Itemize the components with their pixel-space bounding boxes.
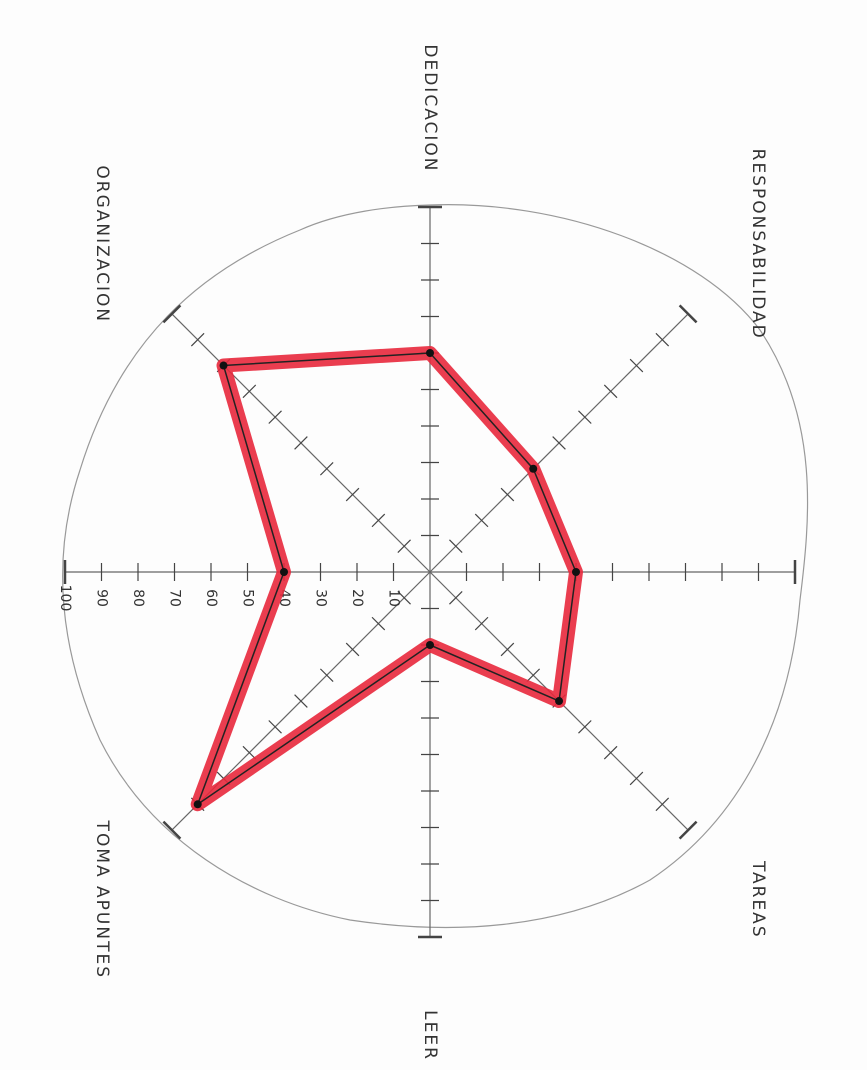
category-label: RESPONSABILIDAD [748,149,768,340]
tick-mark [552,436,566,450]
tick-mark [603,384,618,399]
tick-mark [345,487,360,502]
tick-mark [500,642,515,657]
tick-label: 30 [313,589,329,607]
tick-mark [371,616,386,631]
data-point [426,349,434,357]
category-label: LEER [420,1010,440,1061]
tick-mark [655,797,670,812]
data-point [426,641,434,649]
tick-mark [474,616,489,631]
category-label: DEDICACION [420,44,440,172]
tick-mark [578,720,592,734]
tick-mark [678,304,698,324]
tick-mark [371,513,386,528]
tick-mark [397,591,411,605]
tick-mark [500,487,515,502]
outer-border [61,204,809,929]
series-area [190,346,583,812]
tick-mark [578,410,592,424]
data-point [572,568,580,576]
tick-mark [345,642,360,657]
tick-mark [162,820,182,840]
tick-mark [268,410,282,424]
tick-mark [629,358,644,373]
data-point [219,361,228,370]
tick-mark [268,720,282,734]
tick-mark [294,694,308,708]
tick-label: 60 [203,589,219,607]
data-point [193,800,202,809]
tick-mark [678,820,698,840]
tick-label: 100 [57,585,73,612]
data-point [555,697,564,706]
tick-label: 10 [386,589,402,607]
tick-label: 20 [349,589,365,607]
tick-label: 70 [167,589,183,607]
data-point [529,464,538,473]
tick-label: 90 [94,589,110,607]
tick-mark [655,332,670,347]
data-point [280,568,288,576]
category-label: ORGANIZACION [92,165,112,323]
tick-mark [629,771,644,786]
tick-label: 80 [130,589,146,607]
tick-mark [449,539,463,553]
tick-mark [319,668,334,683]
tick-mark [190,332,205,347]
tick-mark [474,513,489,528]
series-line [196,352,577,806]
tick-mark [242,384,257,399]
tick-mark [603,745,618,760]
tick-mark [294,436,308,450]
category-label: TAREAS [748,860,768,939]
tick-mark [397,539,411,553]
category-label: TOMA APUNTES [92,820,112,979]
tick-label: 50 [240,589,256,607]
tick-mark [319,461,334,476]
tick-mark [162,304,182,324]
tick-mark [242,745,257,760]
tick-mark [449,591,463,605]
tick-mark [526,668,541,683]
